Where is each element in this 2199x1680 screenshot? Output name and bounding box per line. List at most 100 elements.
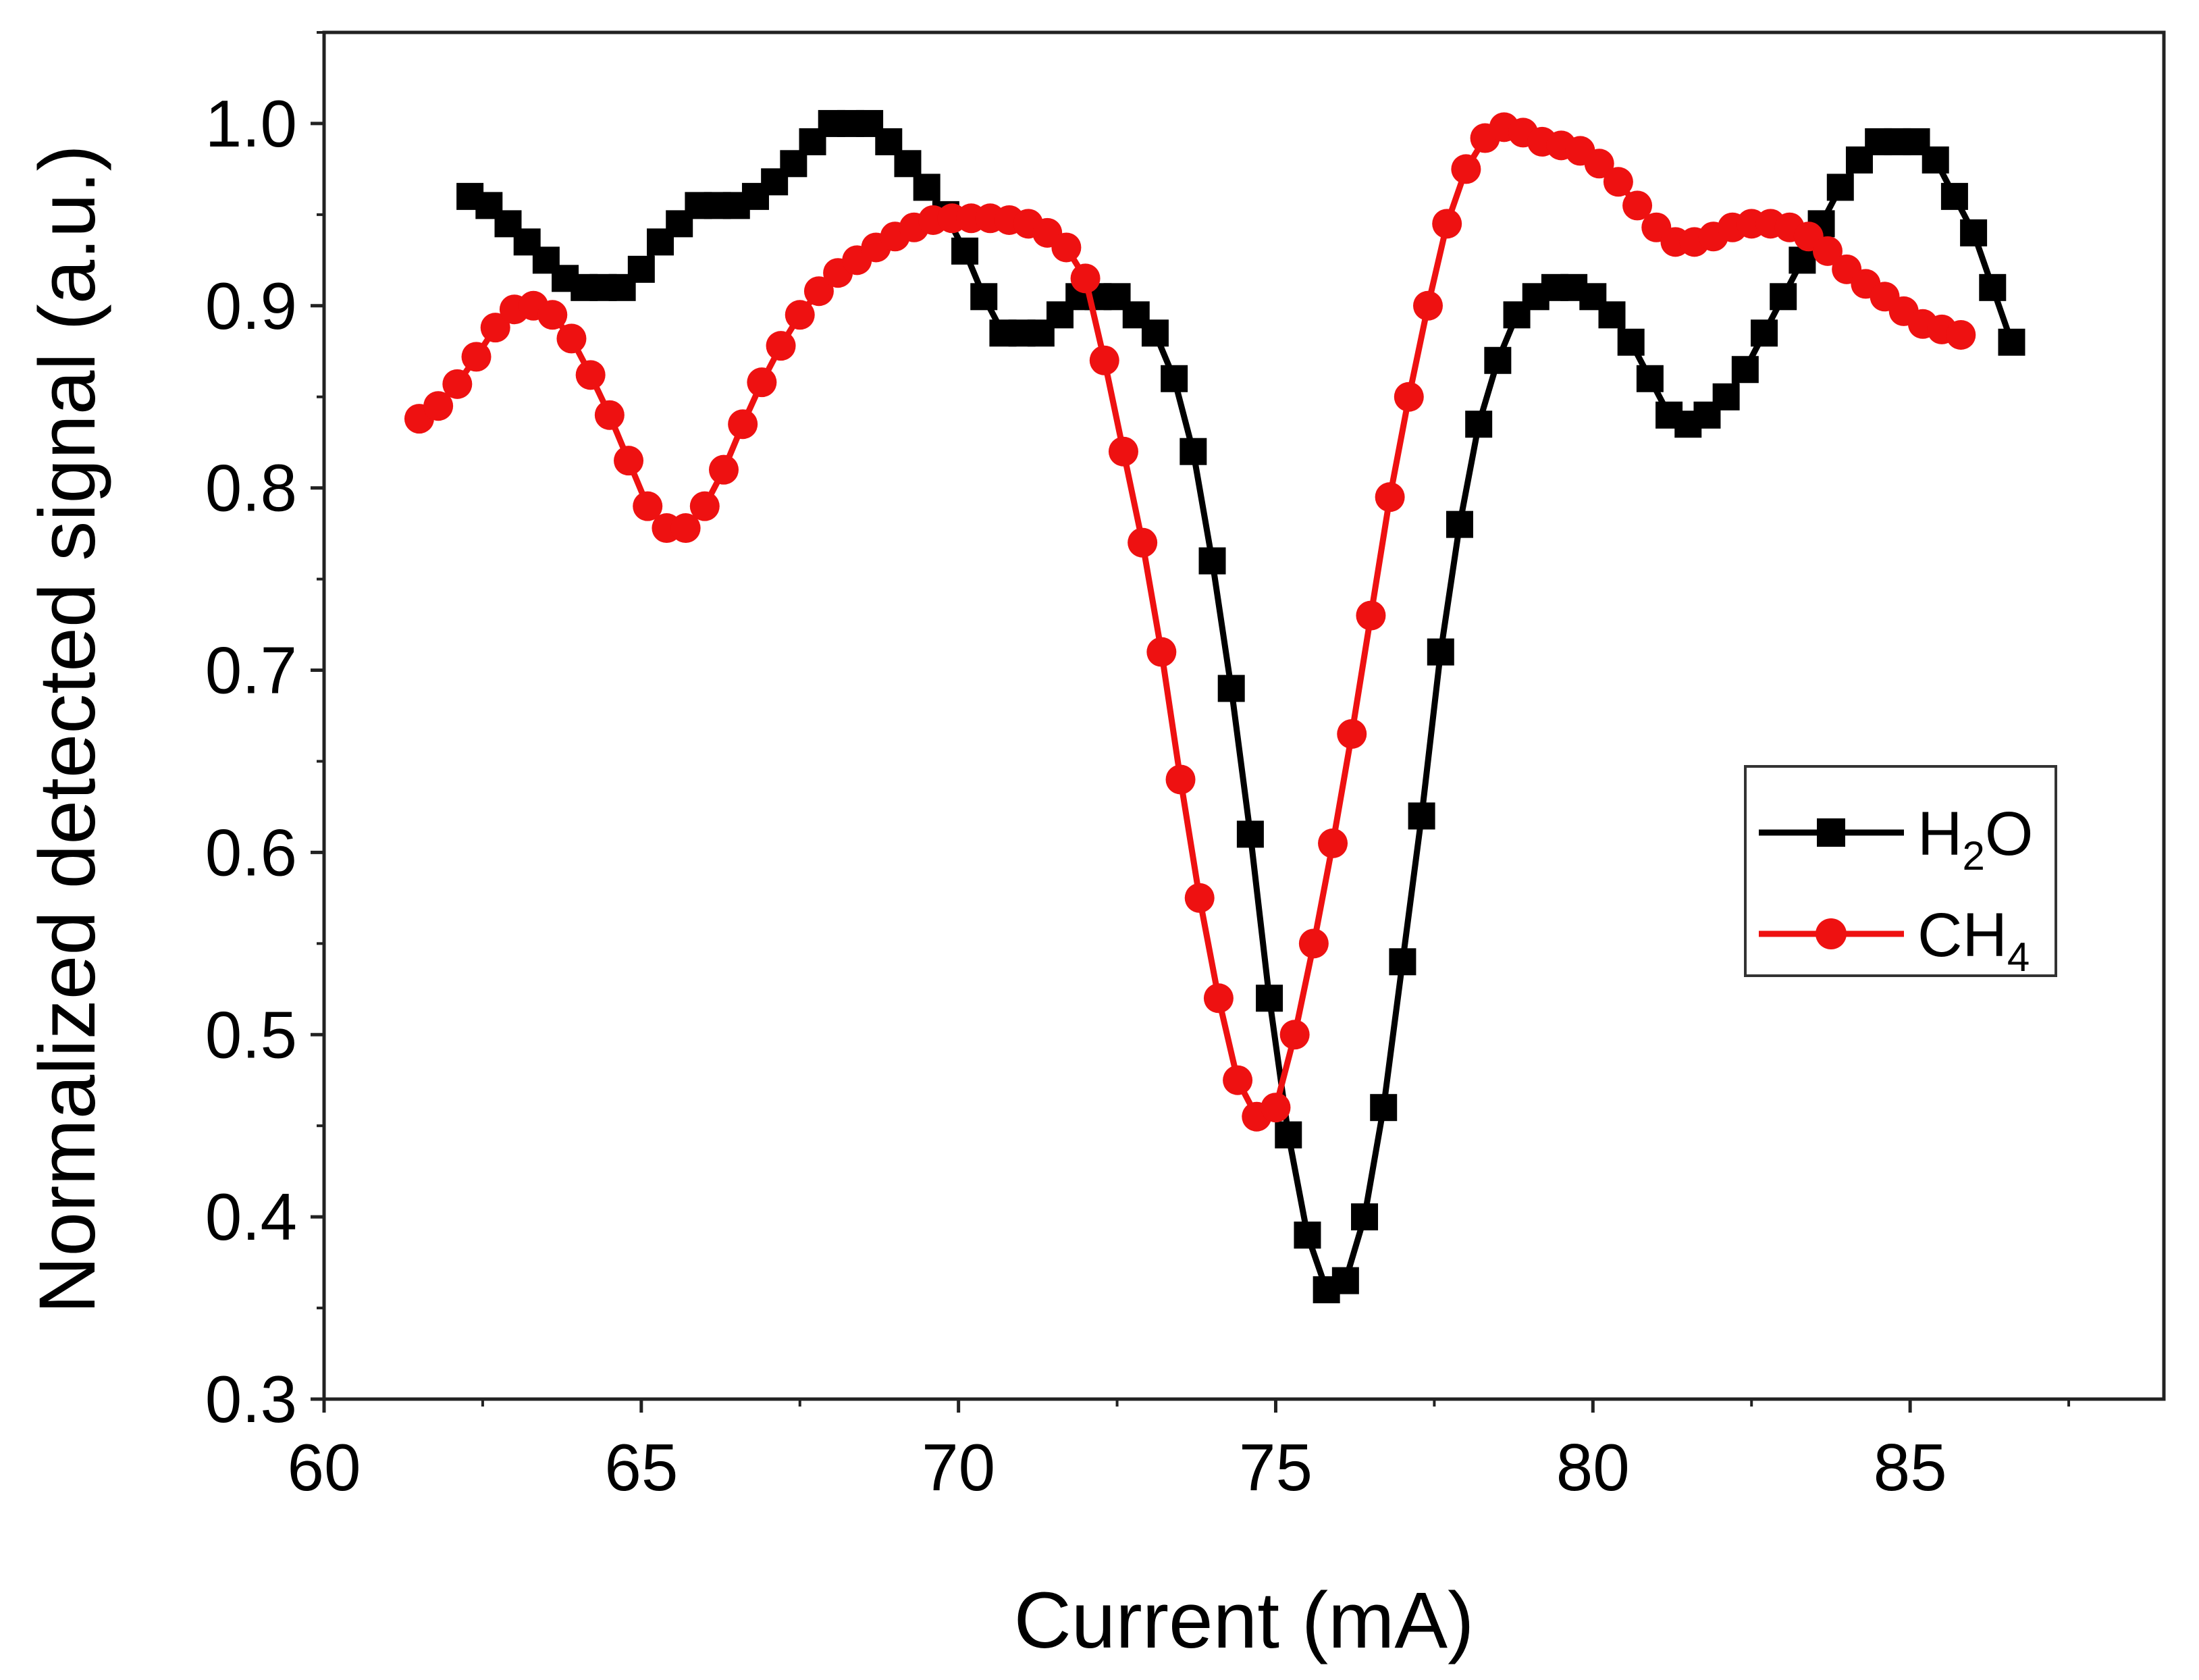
legend-label-tail: O — [1985, 799, 2034, 868]
data-point — [1636, 365, 1664, 392]
data-point — [1789, 246, 1816, 274]
legend-marker — [1817, 818, 1845, 847]
data-point — [1070, 263, 1101, 294]
data-point — [1940, 182, 1968, 210]
data-point — [1256, 985, 1283, 1012]
data-point — [1261, 1093, 1291, 1123]
data-point — [1165, 764, 1196, 795]
y-tick-label: 0.6 — [205, 815, 297, 889]
data-point — [913, 174, 940, 201]
data-point — [1427, 638, 1454, 666]
data-point — [1598, 301, 1626, 329]
data-point — [1180, 438, 1207, 465]
data-point — [766, 331, 796, 361]
data-point — [1751, 319, 1778, 347]
data-point — [614, 446, 644, 476]
data-point — [1236, 820, 1264, 848]
data-point — [1203, 983, 1234, 1014]
data-point — [1351, 1203, 1379, 1231]
data-point — [1451, 154, 1481, 184]
y-tick-label: 0.5 — [205, 997, 297, 1072]
x-tick-label: 85 — [1874, 1430, 1947, 1504]
x-tick-label: 65 — [604, 1430, 678, 1504]
legend-label-main: H — [1917, 799, 1962, 868]
data-point — [1922, 146, 1949, 174]
data-point — [951, 237, 979, 265]
data-point — [728, 409, 758, 440]
data-point — [1432, 209, 1462, 239]
legend-item-h2o: H2O — [1759, 799, 2033, 878]
data-point — [1318, 828, 1348, 858]
data-point — [894, 150, 922, 178]
data-point — [1184, 883, 1215, 913]
data-point — [785, 300, 815, 330]
data-point — [423, 391, 454, 421]
y-tick-label: 0.4 — [205, 1180, 297, 1254]
data-point — [1979, 273, 2007, 301]
x-tick-label: 75 — [1239, 1430, 1313, 1504]
data-point — [575, 360, 606, 390]
data-point — [480, 313, 510, 343]
data-point — [594, 400, 625, 430]
data-point — [670, 513, 701, 544]
y-axis-title: Normalized detected signal (a.u.) — [23, 145, 112, 1314]
data-point — [633, 491, 663, 521]
data-point — [1331, 1267, 1359, 1294]
data-point — [1484, 346, 1512, 374]
data-point — [1998, 328, 2025, 356]
data-point — [461, 342, 492, 372]
data-point — [1337, 718, 1367, 749]
legend-marker — [1816, 918, 1847, 949]
plot-area-frame — [322, 30, 2166, 1401]
legend-label-main: CH — [1917, 901, 2007, 970]
data-point — [1413, 290, 1443, 321]
data-point — [1141, 319, 1169, 347]
data-point — [627, 255, 655, 283]
legend-label: CH4 — [1917, 901, 2030, 980]
data-point — [1465, 411, 1493, 438]
data-point — [803, 276, 834, 307]
data-point — [1960, 219, 1988, 246]
legend-label: H2O — [1917, 799, 2033, 878]
x-axis-title: Current (mA) — [1014, 1576, 1475, 1665]
x-tick-label: 70 — [922, 1430, 995, 1504]
series-h2o — [456, 109, 2025, 1304]
data-point — [970, 283, 998, 311]
data-point — [1217, 675, 1245, 702]
data-point — [1389, 948, 1416, 976]
data-point — [1108, 436, 1138, 467]
data-point — [1146, 637, 1177, 667]
data-point — [1370, 1094, 1398, 1122]
data-point — [1198, 547, 1226, 575]
series-ch4 — [404, 112, 1976, 1132]
axis-ticks: 60 65 70 75 80 85 0.3 0.4 0.5 0.6 0.7 0.8 0.9 1.0 — [205, 31, 2071, 1504]
data-point — [1770, 283, 1797, 311]
data-point — [1812, 236, 1843, 266]
data-point — [1617, 328, 1645, 356]
data-point — [1279, 1020, 1310, 1050]
data-point — [1408, 802, 1435, 830]
data-point — [1089, 345, 1119, 375]
data-point — [1298, 928, 1329, 959]
data-point — [1128, 527, 1158, 558]
data-point — [556, 323, 587, 354]
data-point — [1446, 510, 1473, 538]
data-point — [1223, 1065, 1253, 1095]
series-layer — [404, 109, 2025, 1304]
data-point — [1375, 482, 1405, 513]
data-point — [708, 454, 739, 485]
data-point — [1712, 383, 1740, 411]
data-point — [1394, 382, 1424, 412]
legend: H2O CH4 — [1744, 765, 2057, 980]
data-point — [1051, 232, 1082, 263]
legend-label-subscript: 4 — [2007, 935, 2030, 980]
data-point — [537, 300, 568, 330]
data-point — [689, 491, 720, 521]
y-tick-label: 1.0 — [205, 86, 297, 161]
data-point — [747, 367, 777, 398]
legend-label-subscript: 2 — [1962, 833, 1984, 878]
y-tick-label: 0.8 — [205, 451, 297, 525]
data-point — [1622, 190, 1653, 221]
